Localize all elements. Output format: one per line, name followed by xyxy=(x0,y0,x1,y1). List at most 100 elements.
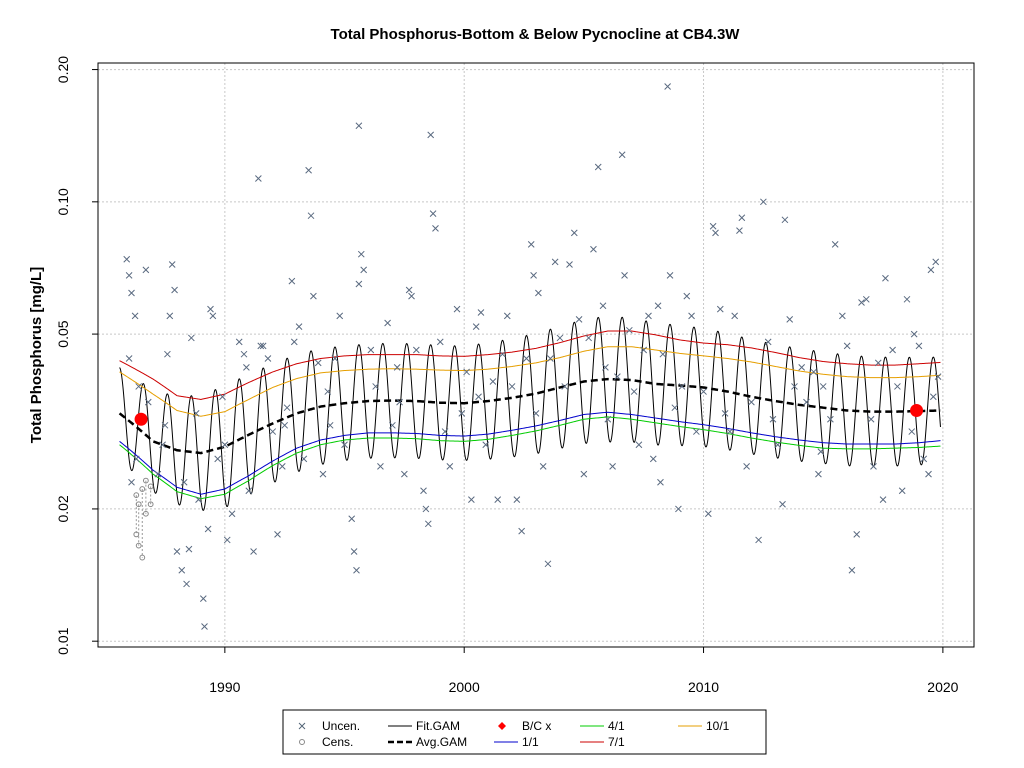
uncensored-point xyxy=(590,245,597,253)
uncensored-point xyxy=(207,305,214,313)
uncensored-point xyxy=(903,295,911,303)
uncensored-point xyxy=(675,505,682,513)
chart-title: Total Phosphorus-Bottom & Below Pycnocli… xyxy=(331,26,741,43)
uncensored-point xyxy=(781,216,789,224)
uncensored-point xyxy=(580,470,588,478)
uncensored-point xyxy=(659,350,667,358)
uncensored-point xyxy=(755,536,762,544)
uncensored-point xyxy=(427,131,435,139)
uncensored-point xyxy=(341,441,348,449)
uncensored-point xyxy=(164,350,171,358)
censored-point xyxy=(133,531,140,538)
uncensored-point xyxy=(683,292,691,300)
uncensored-point xyxy=(319,470,327,478)
censored-point xyxy=(135,501,142,508)
x-tick-label: 2010 xyxy=(688,679,719,695)
uncensored-point xyxy=(503,312,511,320)
uncensored-point xyxy=(290,338,298,346)
uncensored-point xyxy=(295,323,303,330)
uncensored-point xyxy=(779,500,786,508)
uncensored-point xyxy=(678,383,686,390)
uncensored-point xyxy=(570,229,578,237)
uncensored-point xyxy=(551,258,559,266)
uncensored-point xyxy=(721,410,729,417)
axes-layer: 1990 2000 2010 2020 0.01 0.02 0.05 0.10 0.20 xyxy=(55,56,959,695)
uncensored-point xyxy=(331,355,339,362)
uncensored-point xyxy=(209,312,217,320)
uncensored-point xyxy=(353,566,360,574)
y-tick-label: 0.10 xyxy=(55,188,71,215)
uncensored-point xyxy=(874,359,882,367)
uncensored-point xyxy=(310,292,317,300)
uncensored-point xyxy=(314,359,322,367)
uncensored-point xyxy=(843,342,851,350)
uncensored-point xyxy=(199,595,207,602)
legend-item: 10/1 xyxy=(678,719,730,733)
uncensored-point xyxy=(453,305,461,313)
uncensored-point xyxy=(243,364,250,371)
uncensored-point xyxy=(688,312,695,320)
x-tick-label: 1990 xyxy=(209,679,240,695)
uncensored-point xyxy=(894,383,901,390)
uncensored-point xyxy=(324,388,332,395)
uncensored-point xyxy=(867,415,875,423)
uncensored-point xyxy=(786,316,794,323)
uncensored-point xyxy=(408,292,415,300)
uncensored-point xyxy=(494,496,502,503)
uncensored-point xyxy=(743,462,750,470)
censored-point xyxy=(142,510,149,517)
uncensored-point xyxy=(355,122,363,130)
uncensored-point xyxy=(348,515,356,523)
uncensored-point xyxy=(827,415,834,423)
legend-item: Cens. xyxy=(299,735,353,749)
uncensored-point xyxy=(513,496,521,503)
uncensored-point xyxy=(932,258,940,266)
legend-item: 4/1 xyxy=(580,719,625,733)
uncensored-point xyxy=(666,272,674,279)
uncensored-point xyxy=(180,478,188,486)
uncensored-point xyxy=(187,334,195,342)
uncensored-point xyxy=(372,383,379,390)
uncensored-point xyxy=(183,580,190,588)
uncensored-point xyxy=(278,462,286,470)
legend-item: 7/1 xyxy=(580,735,625,749)
uncensored-point xyxy=(154,470,162,478)
uncensored-point xyxy=(934,373,942,381)
uncensored-point xyxy=(544,560,552,568)
uncensored-point xyxy=(360,266,368,274)
uncensored-point xyxy=(819,383,827,390)
legend-label: B/C x xyxy=(522,719,551,733)
y-tick-label: 0.20 xyxy=(55,56,71,83)
uncensored-point xyxy=(288,277,296,285)
legend-label: 10/1 xyxy=(706,719,730,733)
uncensored-point xyxy=(635,441,643,449)
uncensored-point xyxy=(527,241,535,248)
uncensored-point xyxy=(925,470,932,478)
uncensored-point xyxy=(475,393,482,401)
uncensored-point xyxy=(389,421,396,429)
series-fit-gam xyxy=(119,316,941,511)
uncensored-point xyxy=(700,388,707,395)
uncensored-point xyxy=(774,441,782,449)
uncensored-point xyxy=(281,421,289,429)
uncensored-point xyxy=(798,364,806,371)
legend: Uncen. Cens. Fit.GAM Avg.GAM B/C x 1/1 4/1 7/1 1… xyxy=(282,709,767,755)
uncensored-point xyxy=(171,286,178,294)
uncensored-point xyxy=(556,334,564,342)
uncensored-point xyxy=(326,421,334,429)
uncensored-point xyxy=(575,316,583,323)
series-avg-gam xyxy=(118,377,941,455)
points-layer xyxy=(123,83,942,630)
uncensored-point xyxy=(472,323,480,330)
censored-point xyxy=(142,477,149,484)
uncensored-point xyxy=(250,548,257,555)
uncensored-point xyxy=(791,383,798,390)
uncensored-point xyxy=(535,289,542,297)
legend-label: Cens. xyxy=(322,735,353,749)
uncensored-point xyxy=(920,455,928,463)
uncensored-point xyxy=(489,378,497,385)
uncensored-point xyxy=(499,350,506,358)
censored-point xyxy=(135,542,142,549)
uncensored-point xyxy=(889,346,896,354)
uncensored-point xyxy=(173,548,181,555)
